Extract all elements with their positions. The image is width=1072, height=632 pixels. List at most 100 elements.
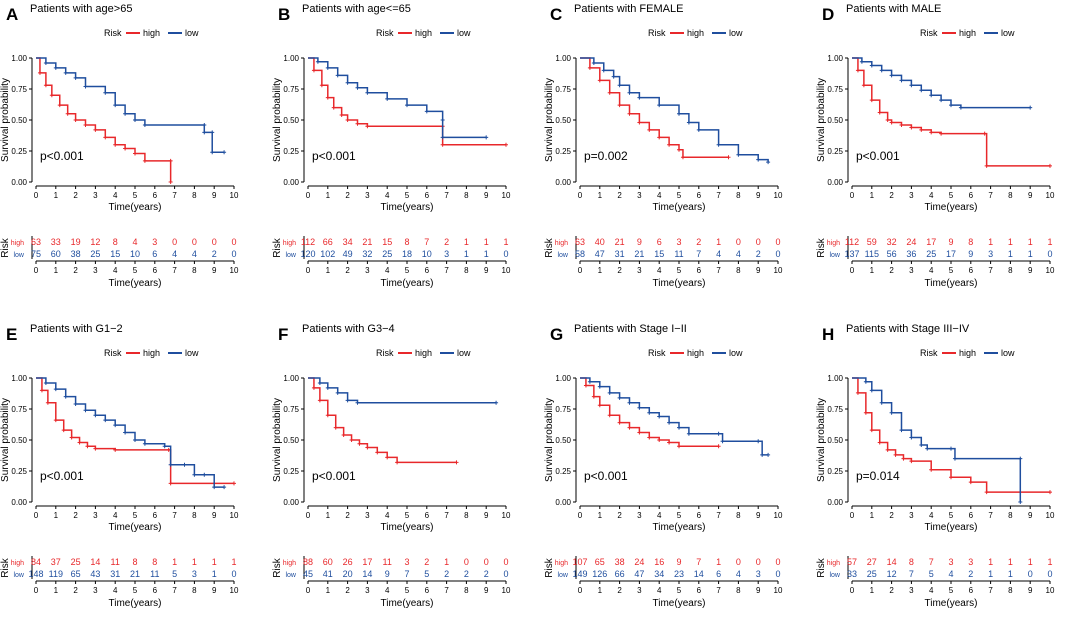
risk-count-high: 8 <box>132 557 137 567</box>
risk-count-low: 1 <box>212 569 217 579</box>
risk-row-low-label: low <box>557 252 568 259</box>
risk-count-high: 7 <box>696 557 701 567</box>
censor-mark-high <box>855 68 860 73</box>
censor-mark-low <box>863 379 868 384</box>
legend-low-label: low <box>185 348 199 358</box>
risk-count-high: 0 <box>775 237 780 247</box>
risk-count-low: 75 <box>31 249 41 259</box>
y-tick-label: 0.50 <box>555 436 571 445</box>
censor-mark-high <box>627 111 632 116</box>
risk-row-low-label: low <box>13 572 24 579</box>
risk-count-high: 17 <box>926 237 936 247</box>
risk-x-tick-label: 3 <box>909 266 914 275</box>
risk-count-low: 0 <box>503 569 508 579</box>
panel-title: Patients with Stage I−II <box>574 323 687 335</box>
risk-count-high: 1 <box>716 237 721 247</box>
risk-count-high: 0 <box>503 557 508 567</box>
censor-mark-low <box>335 390 340 395</box>
risk-x-tick-label: 1 <box>54 586 59 595</box>
x-tick-label: 7 <box>444 511 449 520</box>
legend-high-label: high <box>415 28 432 38</box>
censor-mark-high <box>869 428 874 433</box>
censor-mark-high <box>680 155 685 160</box>
risk-count-low: 25 <box>867 569 877 579</box>
x-tick-label: 4 <box>657 511 662 520</box>
censor-mark-high <box>939 131 944 136</box>
risk-count-high: 84 <box>31 557 41 567</box>
legend-title: Risk <box>648 348 666 358</box>
risk-count-high: 1 <box>1047 237 1052 247</box>
risk-count-low: 5 <box>424 569 429 579</box>
x-tick-label: 0 <box>34 511 39 520</box>
risk-x-tick-label: 3 <box>909 586 914 595</box>
risk-x-tick-label: 2 <box>345 586 350 595</box>
censor-mark-low <box>83 408 88 413</box>
risk-count-high: 7 <box>929 557 934 567</box>
censor-mark-low <box>162 444 167 449</box>
risk-count-low: 4 <box>192 249 197 259</box>
y-tick-label: 1.00 <box>555 54 571 63</box>
x-tick-label: 3 <box>365 511 370 520</box>
risk-count-low: 3 <box>444 249 449 259</box>
risk-x-tick-label: 1 <box>326 586 331 595</box>
censor-mark-low <box>182 462 187 467</box>
y-tick-label: 0.25 <box>11 467 27 476</box>
censor-mark-high <box>365 445 370 450</box>
censor-mark-high <box>37 70 42 75</box>
censor-mark-low <box>899 78 904 83</box>
censor-mark-low <box>1028 105 1033 110</box>
censor-mark-high <box>591 394 596 399</box>
censor-mark-high <box>949 475 953 480</box>
censor-mark-low <box>355 85 360 90</box>
censor-mark-low <box>210 150 215 155</box>
x-tick-label: 1 <box>870 511 875 520</box>
risk-x-tick-label: 2 <box>617 266 622 275</box>
risk-count-low: 126 <box>592 569 607 579</box>
y-tick-label: 0.00 <box>827 498 843 507</box>
risk-count-low: 36 <box>906 249 916 259</box>
x-tick-label: 7 <box>444 191 449 200</box>
panel-title: Patients with Stage III−IV <box>846 323 970 335</box>
risk-count-low: 102 <box>320 249 335 259</box>
censor-mark-high <box>877 440 882 445</box>
legend-high-label: high <box>143 348 160 358</box>
x-tick-label: 5 <box>677 191 682 200</box>
risk-count-low: 14 <box>362 569 372 579</box>
y-tick-label: 0.25 <box>555 147 571 156</box>
risk-x-tick-label: 5 <box>949 586 954 595</box>
x-tick-label: 1 <box>598 511 603 520</box>
km-curve-high <box>580 57 729 158</box>
x-tick-label: 10 <box>774 511 783 520</box>
censor-mark-high <box>133 151 137 156</box>
censor-mark-high <box>607 90 612 95</box>
p-value: p<0.001 <box>312 469 356 483</box>
risk-count-low: 1 <box>1028 249 1033 259</box>
risk-count-low: 10 <box>130 249 140 259</box>
censor-mark-high <box>77 440 82 445</box>
km-curve-low <box>580 57 769 163</box>
censor-mark-low <box>315 59 320 64</box>
risk-count-low: 1 <box>464 249 469 259</box>
risk-count-low: 18 <box>402 249 412 259</box>
risk-count-low: 21 <box>634 249 644 259</box>
risk-count-high: 1 <box>172 557 177 567</box>
panel-title: Patients with age<=65 <box>302 3 411 15</box>
risk-x-tick-label: 6 <box>425 586 430 595</box>
panel-letter: C <box>550 5 562 24</box>
risk-row-low-label: low <box>285 252 296 259</box>
x-tick-label: 4 <box>113 191 118 200</box>
censor-mark-low <box>611 74 616 79</box>
risk-count-low: 38 <box>71 249 81 259</box>
risk-x-tick-label: 5 <box>405 586 410 595</box>
risk-count-high: 24 <box>906 237 916 247</box>
censor-mark-low <box>879 68 884 73</box>
censor-mark-low <box>939 98 944 103</box>
risk-x-tick-label: 5 <box>677 266 682 275</box>
censor-mark-high <box>454 460 459 465</box>
risk-count-high: 3 <box>948 557 953 567</box>
censor-mark-low <box>760 452 765 457</box>
